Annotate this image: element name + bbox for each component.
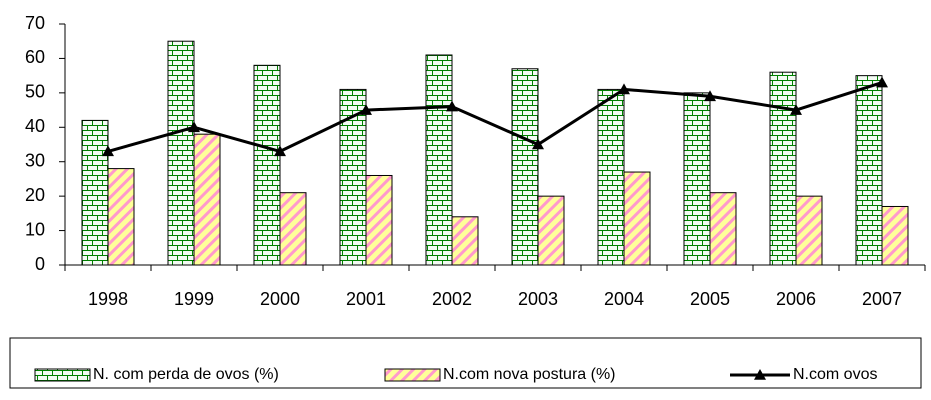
- bar: [253, 64, 281, 266]
- marker: [188, 121, 200, 133]
- legend-label: N.com ovos: [793, 366, 877, 383]
- x-tick-label: 2003: [518, 289, 558, 309]
- bar: [795, 195, 823, 266]
- legend-label: N.com nova postura (%): [443, 366, 616, 383]
- bar: [537, 195, 565, 266]
- bar: [511, 68, 539, 266]
- x-tick-label: 2006: [776, 289, 816, 309]
- bar: [623, 171, 651, 266]
- bar: [107, 168, 135, 266]
- marker: [274, 145, 286, 157]
- marker: [876, 76, 888, 88]
- bar: [365, 174, 393, 266]
- legend-marker: [754, 369, 766, 380]
- bar: [451, 216, 479, 266]
- bar: [881, 205, 909, 266]
- legend-swatch: [34, 368, 91, 382]
- bar: [167, 40, 195, 266]
- x-tick-label: 2001: [346, 289, 386, 309]
- legend-box: [9, 337, 922, 389]
- marker: [446, 100, 458, 112]
- line: [107, 81, 883, 153]
- marker: [790, 104, 802, 115]
- y-tick-label: 40: [25, 116, 45, 136]
- y-tick-label: 50: [25, 82, 45, 102]
- x-tick-label: 1998: [88, 289, 128, 309]
- bar: [193, 133, 221, 266]
- y-tick-label: 30: [25, 150, 45, 170]
- x-tick-label: 2005: [690, 289, 730, 309]
- bar: [339, 88, 367, 266]
- x-tick-label: 2004: [604, 289, 644, 309]
- x-tick-label: 1999: [174, 289, 214, 309]
- y-tick-label: 0: [35, 254, 45, 274]
- marker: [360, 104, 372, 115]
- x-tick-label: 2007: [862, 289, 902, 309]
- marker: [618, 83, 630, 95]
- marker: [102, 145, 114, 157]
- y-tick-label: 60: [25, 47, 45, 67]
- x-tick-label: 2002: [432, 289, 472, 309]
- y-tick-label: 10: [25, 219, 45, 239]
- bar: [769, 71, 797, 266]
- marker: [704, 90, 716, 102]
- y-tick-label: 20: [25, 185, 45, 205]
- bar: [279, 192, 307, 266]
- marker: [532, 138, 544, 150]
- bar: [683, 92, 711, 266]
- bar: [81, 119, 109, 266]
- bar: [855, 75, 883, 266]
- bar: [597, 88, 625, 266]
- bar: [709, 192, 737, 266]
- x-tick-label: 2000: [260, 289, 300, 309]
- legend-swatch: [384, 368, 441, 382]
- bar: [425, 54, 453, 266]
- legend-label: N. com perda de ovos (%): [93, 366, 279, 383]
- y-tick-label: 70: [25, 13, 45, 33]
